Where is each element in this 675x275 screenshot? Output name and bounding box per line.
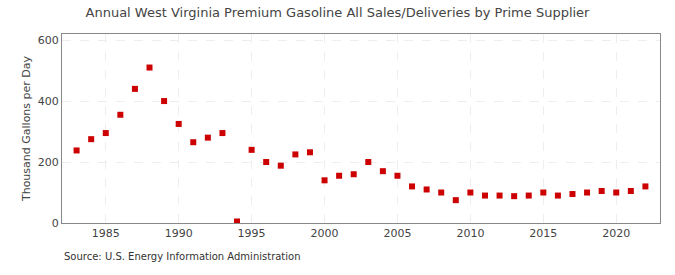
svg-text:2010: 2010 (456, 227, 484, 240)
svg-text:Annual West Virginia Premium G: Annual West Virginia Premium Gasoline Al… (86, 5, 591, 20)
svg-text:2020: 2020 (602, 227, 630, 240)
svg-text:200: 200 (38, 156, 59, 169)
svg-text:1985: 1985 (92, 227, 120, 240)
svg-text:600: 600 (38, 34, 59, 47)
svg-text:Source: U.S. Energy Informatio: Source: U.S. Energy Information Administ… (64, 251, 301, 262)
svg-text:1995: 1995 (238, 227, 266, 240)
svg-text:2015: 2015 (529, 227, 557, 240)
svg-text:Thousand Gallons per Day: Thousand Gallons per Day (20, 55, 33, 202)
svg-text:1990: 1990 (165, 227, 193, 240)
svg-text:0: 0 (52, 217, 59, 230)
svg-text:400: 400 (38, 95, 59, 108)
svg-text:2000: 2000 (311, 227, 339, 240)
svg-text:2005: 2005 (383, 227, 411, 240)
